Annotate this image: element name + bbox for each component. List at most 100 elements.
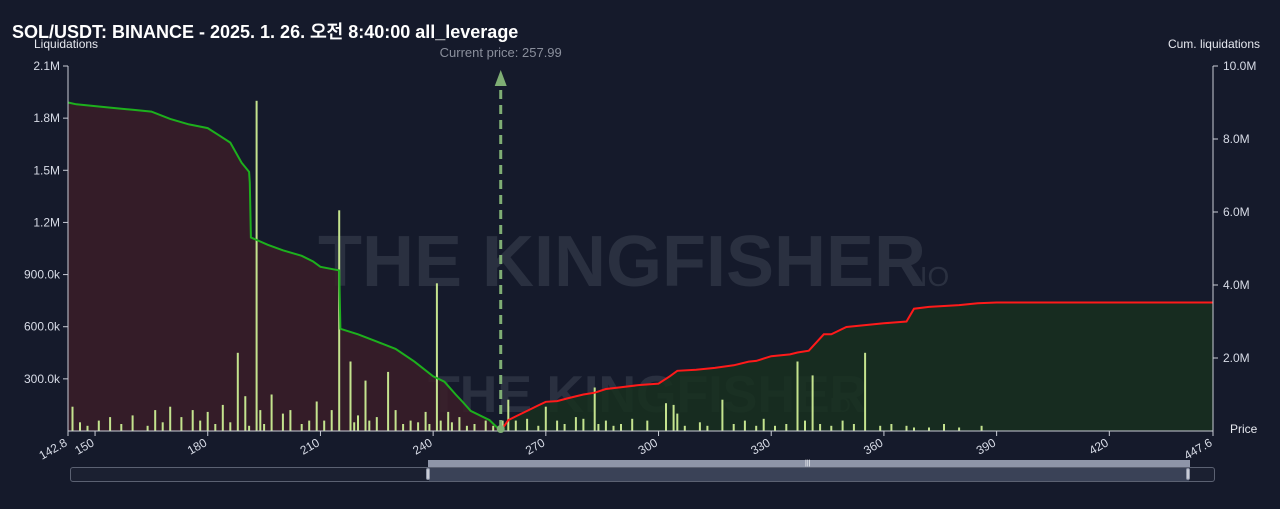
liquidation-bar	[980, 425, 983, 431]
liquidation-bar	[424, 411, 427, 431]
liquidation-bar	[221, 404, 224, 431]
liquidation-bar	[544, 406, 547, 431]
liquidation-bar	[417, 422, 420, 431]
cum-area-long	[68, 102, 501, 431]
zoom-slider-window[interactable]	[429, 468, 1189, 481]
liquidation-bar	[368, 420, 371, 431]
liquidation-bar	[864, 352, 867, 431]
liquidation-bar	[698, 422, 701, 431]
liquidation-bar	[811, 375, 814, 431]
liquidation-bar	[563, 424, 566, 431]
y-right-tick-label: 10.0M	[1223, 59, 1256, 73]
liquidation-bar	[338, 210, 341, 431]
x-tick-label: 420	[1086, 435, 1111, 457]
liquidation-bar	[206, 411, 209, 431]
liquidation-bar	[402, 424, 405, 431]
current-price-arrow-icon	[494, 70, 507, 86]
y-right-tick-label: 8.0M	[1223, 132, 1250, 146]
liquidation-bar	[214, 424, 217, 431]
liquidation-bar	[323, 420, 326, 431]
liquidation-bar	[514, 420, 517, 431]
y-left-tick-label: 300.0k	[24, 372, 61, 386]
liquidation-bar	[841, 420, 844, 431]
liquidation-bar	[169, 406, 172, 431]
watermark-brand-large: THE KINGFISHER	[318, 222, 926, 302]
x-tick-label: 360	[861, 435, 886, 457]
liquidation-bar	[676, 413, 679, 431]
liquidation-bar	[349, 361, 352, 431]
liquidation-bar	[890, 424, 893, 431]
y-left-tick-label: 600.0k	[24, 320, 61, 334]
x-tick-label: 447.6	[1181, 435, 1214, 462]
y-left-tick-label: 1.5M	[33, 163, 60, 177]
liquidation-bar	[928, 427, 930, 431]
liquidation-bar	[830, 425, 833, 431]
liquidation-bar	[357, 415, 359, 431]
y-left-axis-title: Liquidations	[34, 37, 98, 51]
liquidation-bar	[71, 406, 74, 431]
liquidation-bar	[593, 387, 596, 431]
liquidation-bar	[300, 424, 303, 431]
liquidation-bar	[259, 410, 262, 431]
liquidation-bar	[582, 418, 585, 431]
zoom-grip-icon[interactable]: |||	[805, 460, 811, 467]
liquidation-bar	[435, 283, 438, 431]
liquidation-bar	[755, 425, 758, 431]
liquidation-bar	[943, 424, 945, 431]
liquidation-bar	[229, 422, 232, 431]
liquidation-bar	[721, 399, 724, 431]
liquidation-bar	[852, 424, 855, 431]
liquidation-bar	[161, 422, 164, 431]
watermark-suffix-large: .IO	[912, 261, 949, 292]
x-tick-label: 390	[974, 435, 999, 457]
liquidation-bar	[79, 422, 81, 431]
current-price-label: Current price: 257.99	[440, 45, 562, 60]
x-tick-label: 142.8	[36, 435, 69, 462]
liquidation-bar	[281, 413, 284, 431]
liquidation-bar	[665, 403, 667, 431]
liquidation-bar	[574, 417, 577, 431]
liquidation-bar	[620, 424, 622, 431]
liquidation-bar	[364, 380, 367, 431]
liquidation-bar	[248, 425, 251, 431]
liquidation-bar	[109, 417, 112, 431]
liquidation-bar	[762, 418, 765, 431]
liquidation-bar	[439, 420, 442, 431]
liquidation-bar	[612, 425, 615, 431]
cum-line-short	[499, 301, 1213, 432]
zoom-slider-preview[interactable]	[428, 460, 1190, 467]
y-left-tick-label: 900.0k	[24, 268, 61, 282]
liquidation-bar	[330, 410, 333, 431]
zoom-handle-left[interactable]	[426, 468, 430, 480]
liquidation-bar	[450, 422, 453, 431]
liquidation-bar	[879, 425, 882, 431]
liquidation-bar	[732, 424, 735, 431]
liquidation-bar	[270, 394, 273, 431]
liquidation-bar	[785, 424, 788, 431]
liquidation-bar	[804, 420, 806, 431]
liquidation-bar	[597, 424, 600, 431]
liquidation-bar	[556, 420, 559, 431]
liquidation-bar	[263, 424, 266, 431]
liquidation-bar	[180, 417, 183, 431]
cum-line-long	[67, 101, 502, 432]
liquidation-bar	[86, 425, 89, 431]
liquidation-bar	[146, 425, 149, 431]
x-tick-label: 180	[185, 435, 210, 457]
liquidation-bar	[631, 418, 634, 431]
liquidation-bar	[244, 396, 247, 431]
zoom-handle-right[interactable]	[1186, 468, 1190, 480]
x-tick-label: 270	[523, 435, 548, 457]
liquidation-bar	[447, 411, 450, 431]
liquidation-bar	[236, 352, 239, 431]
liquidation-bar	[743, 420, 746, 431]
liquidation-bar	[97, 420, 100, 431]
liquidation-bar	[191, 410, 194, 431]
liquidation-bar	[255, 100, 258, 432]
x-tick-label: 210	[298, 435, 323, 457]
zoom-slider-track[interactable]	[70, 467, 1215, 482]
liquidation-bar	[375, 417, 378, 431]
liquidation-bar	[646, 420, 649, 431]
liquidation-bar	[905, 425, 908, 431]
